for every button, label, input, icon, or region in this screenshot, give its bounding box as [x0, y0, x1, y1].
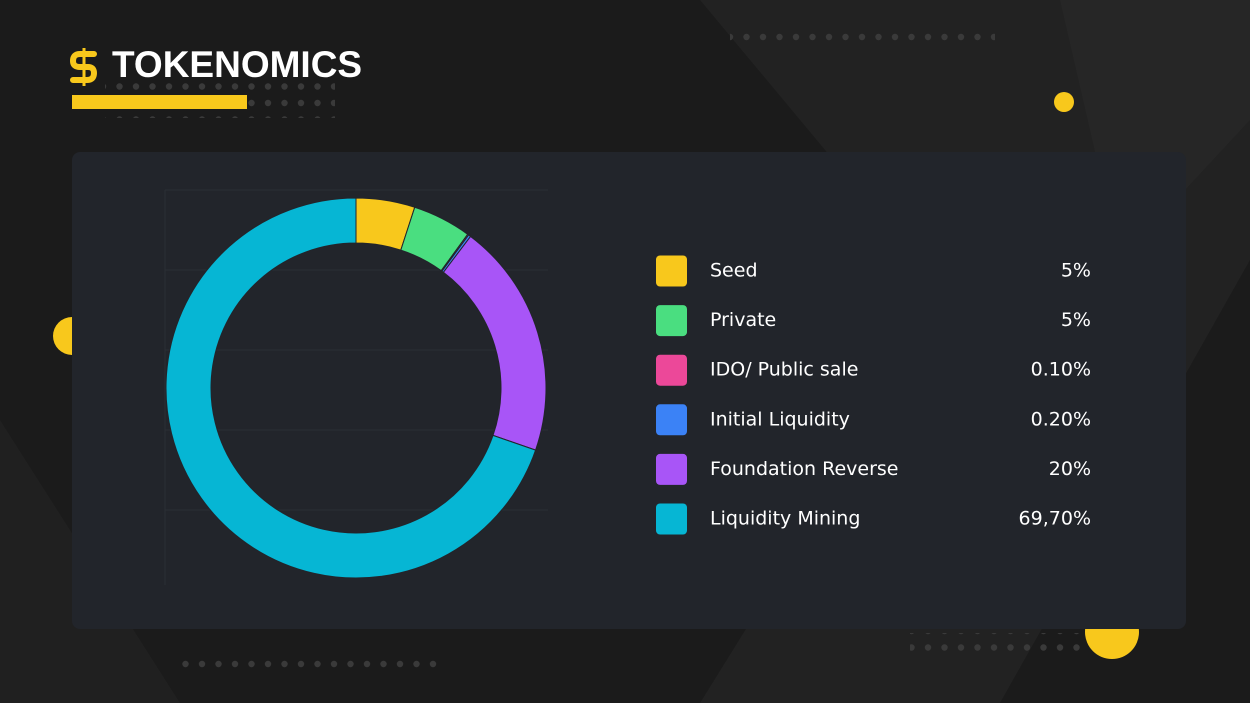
dots — [910, 633, 1090, 658]
legend-label: IDO/ Public sale — [710, 359, 858, 381]
legend-swatch — [656, 503, 687, 535]
legend-swatch — [656, 305, 687, 337]
legend-swatch — [656, 354, 687, 386]
legend-label: Initial Liquidity — [710, 408, 850, 430]
dots — [730, 32, 995, 44]
title-underline — [72, 95, 247, 109]
legend-value: 5% — [1061, 260, 1091, 282]
legend-swatch — [656, 453, 687, 485]
donut-slice — [165, 197, 537, 579]
legend-value: 5% — [1061, 309, 1091, 331]
legend-label: Liquidity Mining — [710, 508, 860, 530]
title: TOKENOMICS — [112, 44, 362, 85]
legend-label: Foundation Reverse — [710, 458, 898, 480]
dots — [178, 659, 443, 671]
legend-value: 69,70% — [1019, 508, 1091, 530]
logo — [69, 48, 98, 86]
legend-swatch — [656, 255, 687, 287]
legend-value: 20% — [1049, 458, 1091, 480]
legend: Seed 5% Private 5% IDO/ Public sale 0.10% Init… — [656, 255, 1091, 535]
deco-circle — [1054, 92, 1074, 112]
legend-value: 0.10% — [1031, 359, 1091, 381]
legend-swatch — [656, 404, 687, 436]
card — [72, 152, 1186, 629]
legend-label: Seed — [710, 260, 758, 282]
legend-value: 0.20% — [1031, 408, 1091, 430]
legend-label: Private — [710, 309, 776, 331]
donut-chart — [165, 197, 547, 579]
